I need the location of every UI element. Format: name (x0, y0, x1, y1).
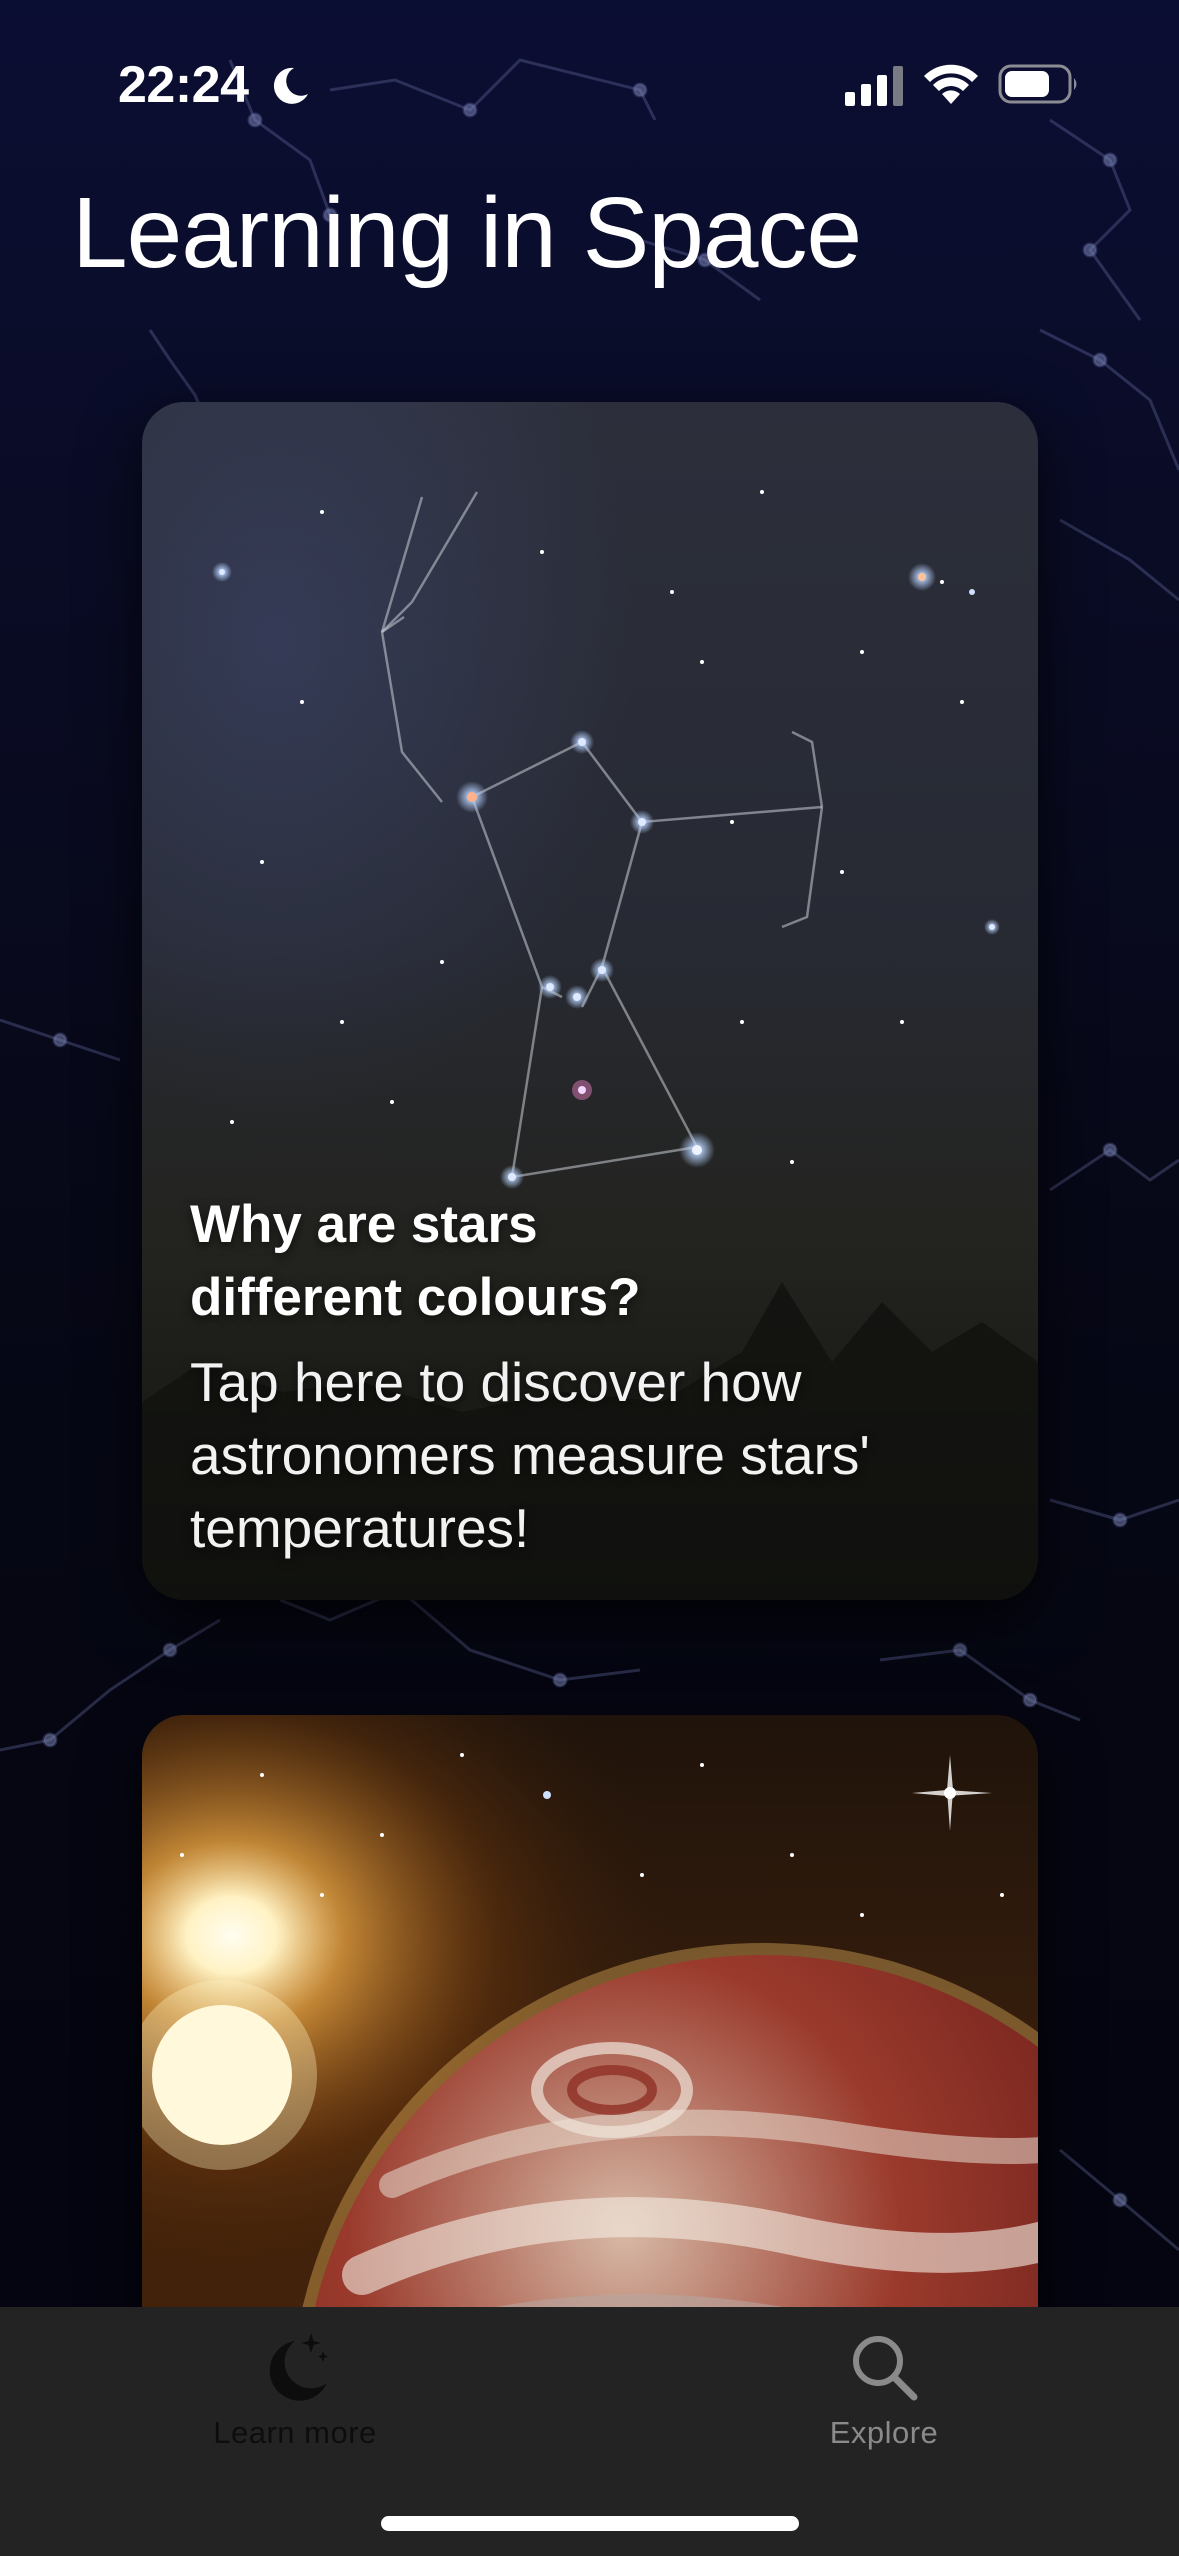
card-title: Why are stars different colours? (190, 1195, 641, 1327)
moon-stars-icon (269, 2333, 328, 2401)
search-icon (853, 2336, 918, 2401)
card-description: Tap here to discover how astronomers mea… (190, 1351, 870, 1559)
battery-icon (998, 64, 1077, 104)
wifi-icon (924, 64, 978, 104)
orion-constellation-image (142, 402, 1038, 1600)
status-time: 22:24 (118, 56, 249, 114)
lesson-card-star-colours[interactable]: Why are stars different colours? Tap her… (142, 402, 1038, 1600)
tab-label: Explore (829, 2415, 939, 2450)
tab-explore[interactable]: Explore (734, 2307, 1034, 2477)
tab-learn-more[interactable]: Learn more (145, 2307, 445, 2477)
home-indicator[interactable] (381, 2516, 799, 2531)
tab-bar: Learn more Explore (0, 2307, 1179, 2556)
page-title: Learning in Space (72, 177, 862, 289)
tab-label: Learn more (213, 2415, 377, 2450)
cellular-signal-icon (845, 66, 903, 106)
moon-icon (273, 67, 308, 104)
card-text: Why are stars different colours? Tap her… (190, 1188, 970, 1565)
status-bar: 22:24 (0, 0, 1179, 170)
